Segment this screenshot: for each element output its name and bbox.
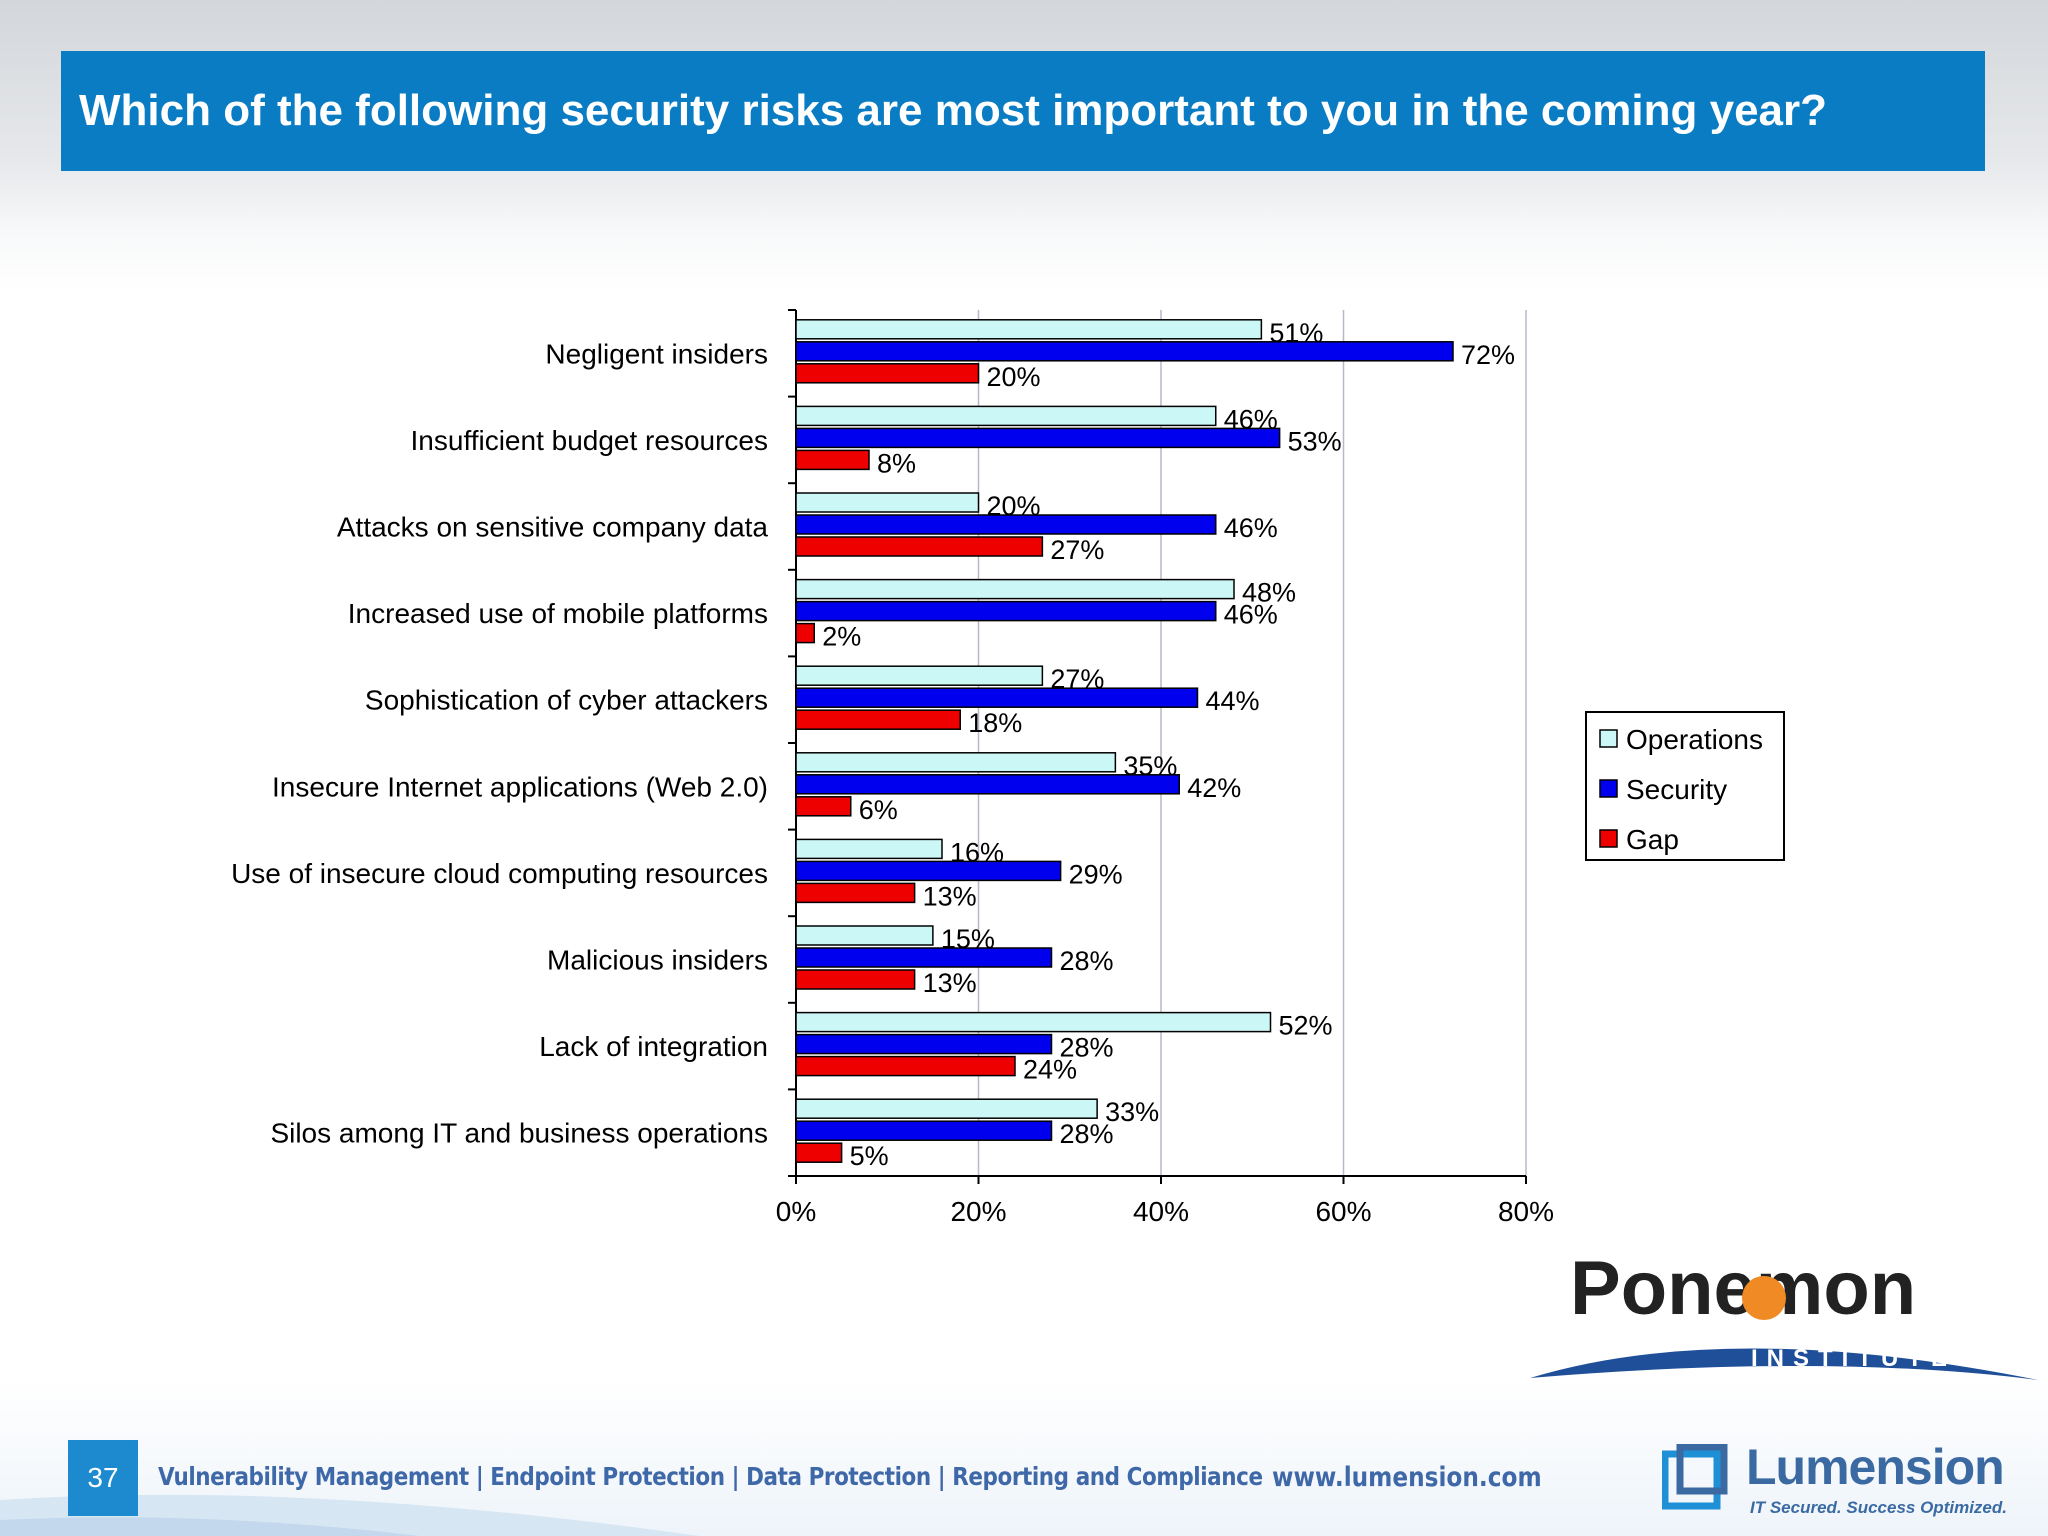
data-label: 5% [850,1141,889,1171]
legend-swatch-security [1599,779,1618,798]
category-label: Use of insecure cloud computing resource… [231,858,768,889]
data-label: 53% [1288,426,1342,456]
bar-gap [795,882,916,904]
data-label: 13% [923,881,977,911]
data-label: 8% [877,448,916,478]
bar-security [795,514,1217,535]
bar-security [795,1033,1053,1055]
data-label: 52% [1279,1011,1333,1041]
legend-box [1585,711,1785,861]
ponemon-subtitle: INSTITUTE [1751,1345,1956,1372]
legend-label-operations: Operations [1626,724,1763,755]
bar-operations [795,665,1044,686]
x-tick-label: 0% [776,1196,816,1227]
category-label: Sophistication of cyber attackers [365,685,768,716]
security-risks-bar-chart: 0% 20% 40% 60% 80%Negligent insiders51%72%20… [231,309,1785,1227]
lumension-tagline: IT Secured. Success Optimized. [1750,1498,2007,1517]
bar-security [795,687,1199,708]
data-label: 29% [1069,859,1123,889]
bar-operations [795,405,1217,427]
ponemon-sun-icon [1742,1276,1786,1320]
bar-gap [795,709,961,730]
category-label: Malicious insiders [547,945,768,976]
x-tick-label: 40% [1133,1196,1189,1227]
legend-label-security: Security [1626,774,1727,805]
category-label: Lack of integration [539,1031,768,1062]
data-label: 6% [859,795,898,825]
bar-security [795,341,1454,362]
data-label: 28% [1060,946,1114,976]
footer-swoosh [0,1494,700,1536]
bar-operations [795,1098,1098,1119]
ponemon-logo: Ponemon INSTITUTE [1530,1248,2038,1380]
data-label: 27% [1050,535,1104,565]
bar-security [795,947,1053,968]
bar-security [795,860,1062,882]
lumension-mark-icon [1662,1444,1728,1510]
bar-operations [795,1011,1272,1033]
data-label: 48% [1242,578,1296,608]
data-label: 44% [1206,686,1260,716]
data-label: 72% [1461,340,1515,370]
bar-gap [795,796,852,817]
bar-gap [795,363,980,384]
bar-security [795,1120,1053,1141]
bar-gap [795,449,870,471]
category-label: Increased use of mobile platforms [348,598,768,629]
data-label: 33% [1105,1097,1159,1127]
category-label: Insecure Internet applications (Web 2.0) [272,771,768,802]
bar-gap [795,536,1044,557]
data-label: 46% [1224,600,1278,630]
bar-gap [795,622,815,644]
category-label: Attacks on sensitive company data [337,512,769,543]
bar-security [795,600,1217,622]
bar-security [795,427,1281,449]
category-label: Insufficient budget resources [411,425,768,456]
bar-operations [795,925,934,946]
data-label: 42% [1187,773,1241,803]
legend-swatch-operations [1599,729,1618,748]
bar-security [795,774,1180,795]
lumension-wordmark: Lumension [1746,1439,2005,1495]
legend-swatch-gap [1599,829,1618,848]
data-label: 28% [1060,1033,1114,1063]
data-label: 46% [1224,513,1278,543]
x-tick-label: 20% [950,1196,1006,1227]
category-label: Silos among IT and business operations [270,1118,768,1149]
legend-label-gap: Gap [1626,824,1679,855]
x-tick-label: 80% [1498,1196,1554,1227]
data-label: 20% [987,362,1041,392]
lumension-logo: Lumension IT Secured. Success Optimized. [1662,1438,2022,1528]
bar-operations [795,578,1235,600]
page-number: 37 [68,1440,138,1516]
bar-gap [795,1055,1016,1077]
x-tick-label: 60% [1315,1196,1371,1227]
data-label: 28% [1060,1119,1114,1149]
bar-operations [795,319,1263,340]
bar-operations [795,492,980,513]
bar-operations [795,752,1117,773]
data-label: 24% [1023,1055,1077,1085]
data-label: 18% [968,708,1022,738]
slide-title: Which of the following security risks ar… [61,51,1985,171]
ponemon-wordmark: Ponemon [1570,1248,1916,1331]
bar-gap [795,969,916,990]
data-label: 13% [923,968,977,998]
bar-gap [795,1142,843,1163]
bar-operations [795,838,943,860]
category-label: Negligent insiders [545,338,768,369]
footer-url[interactable]: www.lumension.com [1272,1462,1542,1493]
data-label: 2% [822,622,861,652]
footer-topics: Vulnerability Management | Endpoint Prot… [158,1462,1263,1491]
